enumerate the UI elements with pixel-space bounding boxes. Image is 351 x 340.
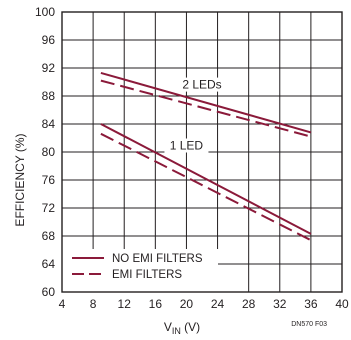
x-axis-label: VIN (V) — [164, 320, 200, 336]
x-tick-label: 8 — [90, 297, 97, 311]
y-tick-label: 92 — [42, 61, 56, 75]
series-line-solid — [100, 71, 312, 134]
x-tick-label: 20 — [180, 297, 194, 311]
figure-code: DN570 F03 — [291, 321, 327, 328]
tick-labels: 4 8 12 16 20 24 28 32 36 40 60 64 68 72 76 80 84 88 92 96 10… — [35, 5, 349, 311]
plot-frame — [61, 11, 343, 293]
x-tick-label: 36 — [304, 297, 318, 311]
x-axis-label-unit: (V) — [181, 320, 200, 334]
data-series — [100, 71, 312, 242]
y-axis-label: EFFICIENCY (%) — [13, 133, 27, 226]
y-tick-label: 72 — [42, 201, 56, 215]
y-tick-label: 80 — [42, 145, 56, 159]
y-tick-label: 60 — [42, 285, 56, 299]
x-tick-label: 24 — [211, 297, 225, 311]
x-tick-label: 32 — [273, 297, 287, 311]
x-axis-label-sub: IN — [172, 326, 181, 336]
x-tick-label: 40 — [335, 297, 349, 311]
y-tick-label: 76 — [42, 173, 56, 187]
legend-background — [66, 249, 218, 290]
y-tick-label: 88 — [42, 89, 56, 103]
y-tick-label: 64 — [42, 257, 56, 271]
annotation-background — [164, 138, 209, 153]
annotation-background — [176, 77, 228, 92]
x-tick-label: 16 — [149, 297, 163, 311]
y-tick-label: 84 — [42, 117, 56, 131]
x-tick-label: 28 — [242, 297, 256, 311]
series-line-dashed — [100, 79, 312, 138]
x-axis-label-main: V — [164, 320, 172, 334]
x-tick-label: 4 — [59, 297, 66, 311]
series-annotation: 1 LED — [170, 139, 204, 153]
legend-label: NO EMI FILTERS — [112, 253, 203, 265]
y-tick-label: 96 — [42, 33, 56, 47]
y-tick-label: 100 — [35, 5, 55, 19]
annotations: 2 LEDs 1 LED — [164, 77, 228, 153]
series-annotation: 2 LEDs — [182, 78, 221, 92]
y-tick-label: 68 — [42, 229, 56, 243]
legend-label: EMI FILTERS — [112, 269, 182, 281]
x-tick-label: 12 — [118, 297, 132, 311]
series-line-solid — [100, 123, 312, 235]
legend: NO EMI FILTERS EMI FILTERS — [66, 249, 218, 290]
